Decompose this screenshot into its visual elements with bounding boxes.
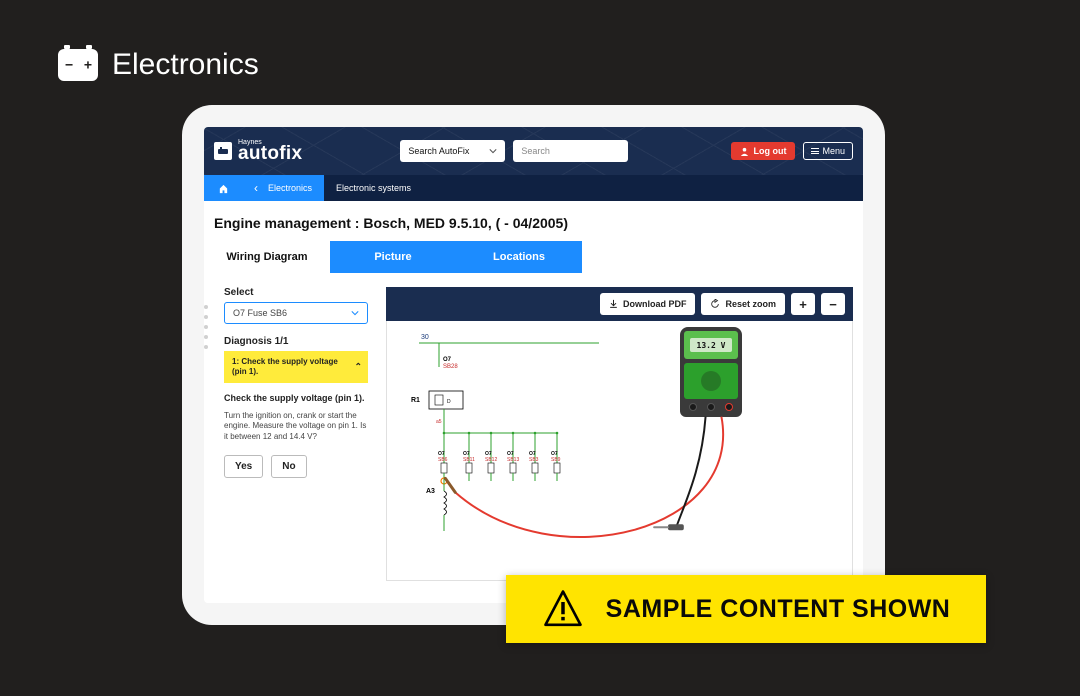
- page-header-title: Electronics: [112, 48, 259, 82]
- multimeter-reading: 13.2 V: [690, 338, 732, 352]
- wiring-canvas[interactable]: 30O7SB28R1Da5O7SB6O7SB11O7SB12O7SB13O7SB…: [386, 321, 853, 581]
- app-topbar: Haynes autofix Search AutoFix Search Log…: [204, 127, 863, 175]
- sample-content-banner: SAMPLE CONTENT SHOWN: [506, 575, 986, 643]
- svg-text:A3: A3: [426, 488, 435, 495]
- tab-picture-label: Picture: [374, 251, 411, 263]
- svg-text:SB9: SB9: [551, 457, 561, 463]
- menu-label: Menu: [822, 146, 845, 156]
- diagnosis-yes-button[interactable]: Yes: [224, 455, 263, 478]
- zoom-in-button[interactable]: +: [791, 293, 815, 315]
- svg-text:SB3: SB3: [529, 457, 539, 463]
- download-pdf-button[interactable]: Download PDF: [600, 293, 696, 315]
- page-header: −+ Electronics: [58, 48, 259, 82]
- minus-icon: −: [829, 297, 837, 312]
- svg-text:a5: a5: [436, 419, 442, 425]
- battery-icon: −+: [58, 49, 98, 81]
- diagnosis-title: Diagnosis 1/1: [224, 336, 368, 347]
- logout-button[interactable]: Log out: [731, 142, 795, 160]
- breadcrumb-back[interactable]: Electronics: [242, 175, 324, 201]
- select-label: Select: [224, 287, 368, 298]
- multimeter-ports: [684, 403, 738, 411]
- svg-text:SB6: SB6: [438, 457, 448, 463]
- download-icon: [609, 299, 618, 309]
- component-select[interactable]: O7 Fuse SB6: [224, 302, 368, 324]
- sample-banner-text: SAMPLE CONTENT SHOWN: [606, 595, 951, 624]
- multimeter: 13.2 V: [680, 327, 742, 417]
- diagnosis-step-banner-label: 1: Check the supply voltage (pin 1).: [232, 357, 338, 376]
- svg-text:SB12: SB12: [485, 457, 497, 463]
- diagram-panel: Download PDF Reset zoom + − 30 O7SB28 R1 Da…: [386, 287, 853, 603]
- brand-icon: [214, 142, 232, 160]
- yes-label: Yes: [235, 461, 252, 472]
- home-icon: [218, 183, 229, 194]
- component-select-value: O7 Fuse SB6: [233, 308, 287, 318]
- chevron-down-icon: [351, 309, 359, 317]
- breadcrumb-current-label: Electronic systems: [336, 183, 411, 193]
- reset-zoom-button[interactable]: Reset zoom: [701, 293, 785, 315]
- tabs: Wiring Diagram Picture Locations: [204, 241, 863, 273]
- svg-text:R1: R1: [411, 397, 420, 404]
- zoom-out-button[interactable]: −: [821, 293, 845, 315]
- tab-wiring[interactable]: Wiring Diagram: [204, 241, 330, 273]
- menu-button[interactable]: Menu: [803, 142, 853, 160]
- svg-text:SB11: SB11: [463, 457, 475, 463]
- search-scope-label: Search AutoFix: [408, 146, 469, 156]
- breadcrumb-bar: Electronics Electronic systems: [204, 175, 863, 201]
- diagnosis-step-title: Check the supply voltage (pin 1).: [224, 393, 368, 405]
- svg-text:30: 30: [421, 334, 429, 341]
- tablet-bezel: Haynes autofix Search AutoFix Search Log…: [182, 105, 885, 625]
- chevron-down-icon: [489, 147, 497, 155]
- breadcrumb-current: Electronic systems: [324, 183, 423, 193]
- user-icon: [740, 147, 749, 156]
- svg-text:SB28: SB28: [443, 364, 458, 370]
- diagnosis-step-banner[interactable]: 1: Check the supply voltage (pin 1). ⌃: [224, 351, 368, 383]
- wiring-diagram: 30O7SB28R1Da5O7SB6O7SB11O7SB12O7SB13O7SB…: [399, 321, 659, 581]
- diagnosis-no-button[interactable]: No: [271, 455, 306, 478]
- diagnosis-sidebar: Select O7 Fuse SB6 Diagnosis 1/1 1: Chec…: [224, 287, 368, 603]
- hamburger-icon: [811, 148, 819, 154]
- multimeter-dial: [684, 363, 738, 399]
- brand-autofix-label: autofix: [238, 144, 302, 163]
- tab-wiring-label: Wiring Diagram: [226, 251, 307, 263]
- download-pdf-label: Download PDF: [623, 299, 687, 309]
- reset-zoom-label: Reset zoom: [725, 299, 776, 309]
- diagnosis-step-text: Turn the ignition on, crank or start the…: [224, 411, 368, 443]
- tablet-screen: Haynes autofix Search AutoFix Search Log…: [204, 127, 863, 603]
- search-placeholder: Search: [521, 146, 550, 156]
- tab-locations[interactable]: Locations: [456, 241, 582, 273]
- brand-logo[interactable]: Haynes autofix: [214, 139, 302, 163]
- no-label: No: [282, 461, 295, 472]
- step-progress-dots: [204, 305, 208, 349]
- svg-text:SB13: SB13: [507, 457, 519, 463]
- multimeter-screen: 13.2 V: [684, 331, 738, 359]
- search-scope-dropdown[interactable]: Search AutoFix: [400, 140, 505, 162]
- svg-text:O7: O7: [443, 357, 452, 363]
- warning-icon: [542, 588, 584, 630]
- plus-icon: +: [799, 297, 807, 312]
- breadcrumb-home[interactable]: [204, 175, 242, 201]
- reset-icon: [710, 299, 720, 309]
- chevron-up-icon: ⌃: [354, 361, 362, 372]
- content-area: Select O7 Fuse SB6 Diagnosis 1/1 1: Chec…: [204, 273, 863, 603]
- logout-label: Log out: [753, 146, 786, 156]
- breadcrumb-back-label: Electronics: [268, 183, 312, 193]
- tab-picture[interactable]: Picture: [330, 241, 456, 273]
- page-title: Engine management : Bosch, MED 9.5.10, (…: [204, 201, 863, 241]
- chevron-left-icon: [254, 181, 262, 195]
- tab-locations-label: Locations: [493, 251, 545, 263]
- search-input[interactable]: Search: [513, 140, 628, 162]
- svg-text:D: D: [447, 399, 451, 405]
- diagram-toolbar: Download PDF Reset zoom + −: [386, 287, 853, 321]
